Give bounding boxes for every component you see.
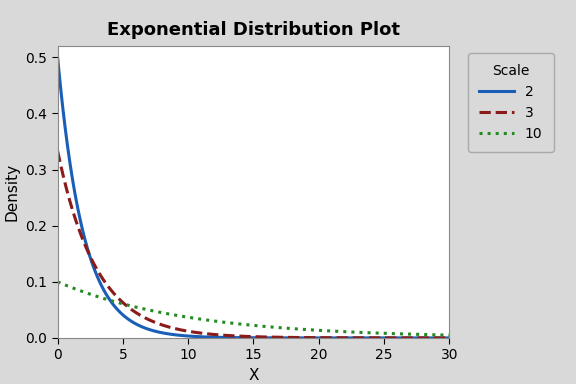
10	[221, 320, 228, 324]
10	[438, 333, 445, 337]
3	[122, 303, 129, 307]
Line: 10: 10	[58, 282, 449, 335]
10	[204, 318, 211, 323]
2	[221, 335, 228, 340]
10	[99, 296, 106, 300]
3	[438, 336, 445, 340]
10	[446, 333, 453, 338]
10	[396, 331, 403, 336]
3	[221, 333, 228, 338]
2	[396, 336, 403, 340]
2	[122, 315, 129, 319]
2	[438, 336, 445, 340]
Line: 2: 2	[58, 57, 449, 338]
2	[204, 335, 211, 339]
3	[54, 149, 61, 153]
Legend: 2, 3, 10: 2, 3, 10	[468, 53, 554, 152]
10	[54, 280, 61, 284]
2	[99, 285, 106, 290]
2	[54, 55, 61, 60]
3	[99, 276, 106, 280]
Line: 3: 3	[58, 151, 449, 338]
10	[122, 302, 129, 307]
2	[446, 336, 453, 340]
3	[204, 331, 211, 336]
Title: Exponential Distribution Plot: Exponential Distribution Plot	[107, 21, 400, 39]
Y-axis label: Density: Density	[5, 163, 20, 221]
3	[396, 336, 403, 340]
3	[446, 336, 453, 340]
X-axis label: X: X	[248, 368, 259, 383]
